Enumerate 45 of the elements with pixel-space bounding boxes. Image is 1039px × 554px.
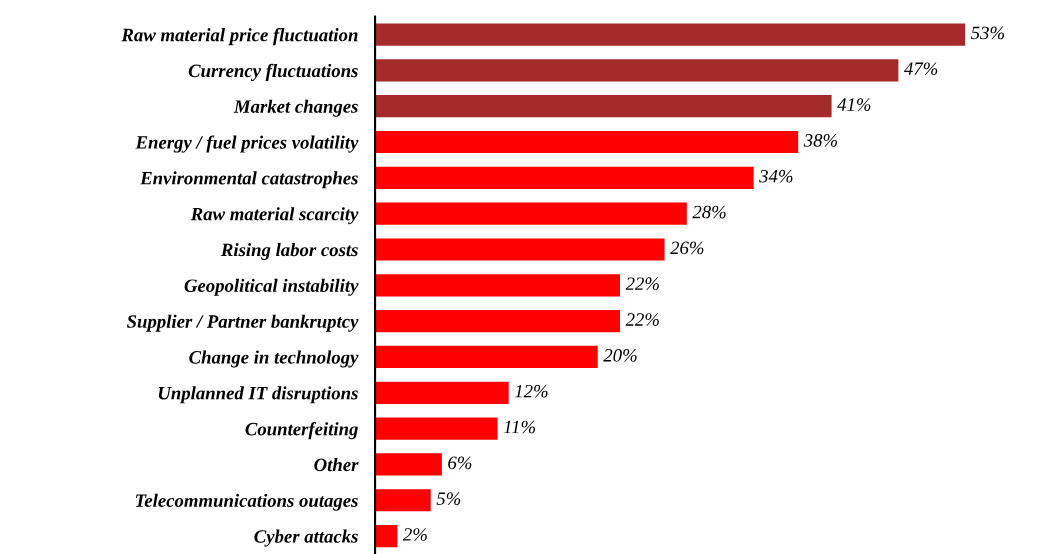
bar	[375, 166, 754, 189]
y-tick-label: Raw material scarcity	[190, 207, 359, 225]
bar	[375, 417, 498, 440]
bar	[375, 130, 799, 154]
data-label: 22%	[625, 277, 659, 291]
data-label: 6%	[448, 456, 472, 470]
data-label: 5%	[436, 492, 461, 506]
y-tick-label: Currency fluctuations	[188, 63, 358, 81]
data-label: 28%	[692, 205, 726, 219]
bar	[375, 310, 621, 333]
data-label: 12%	[514, 384, 548, 398]
y-tick-label: Telecommunications outages	[135, 493, 358, 511]
data-label: 11%	[503, 420, 536, 434]
y-tick-label: Rising labor costs	[220, 242, 358, 260]
bar	[375, 238, 665, 261]
bar	[375, 524, 398, 548]
y-tick-label: Raw material price fluctuation	[121, 27, 358, 46]
y-tick-label: Market changes	[233, 99, 358, 117]
y-tick-label: Supplier / Partner bankruptcy	[126, 314, 359, 332]
bar	[375, 23, 966, 46]
data-label: 53%	[971, 26, 1005, 40]
bar	[375, 59, 899, 82]
y-tick-label: Geopolitical instability	[184, 278, 359, 296]
y-tick-label: Energy / fuel prices volatility	[135, 135, 359, 153]
y-tick-label: Unplanned IT disruptions	[158, 386, 358, 404]
y-tick-label: Cyber attacks	[254, 529, 358, 547]
y-tick-label: Counterfeiting	[245, 422, 358, 440]
data-label: 26%	[670, 241, 704, 255]
data-label: 20%	[603, 349, 637, 362]
data-label: 41%	[837, 98, 871, 111]
y-tick-label: Change in technology	[189, 350, 359, 368]
bar	[375, 202, 687, 225]
data-label: 2%	[402, 528, 427, 541]
data-label: 34%	[759, 169, 793, 183]
data-label: 38%	[803, 134, 838, 147]
bar	[375, 489, 431, 512]
data-label: 22%	[625, 313, 659, 326]
y-tick-label: Other	[314, 457, 359, 472]
bar	[375, 453, 442, 476]
bar	[375, 95, 832, 118]
bar	[375, 274, 621, 297]
bar	[375, 345, 598, 369]
data-label: 47%	[903, 62, 938, 76]
bar	[375, 381, 509, 404]
y-tick-label: Environmental catastrophes	[140, 171, 358, 189]
